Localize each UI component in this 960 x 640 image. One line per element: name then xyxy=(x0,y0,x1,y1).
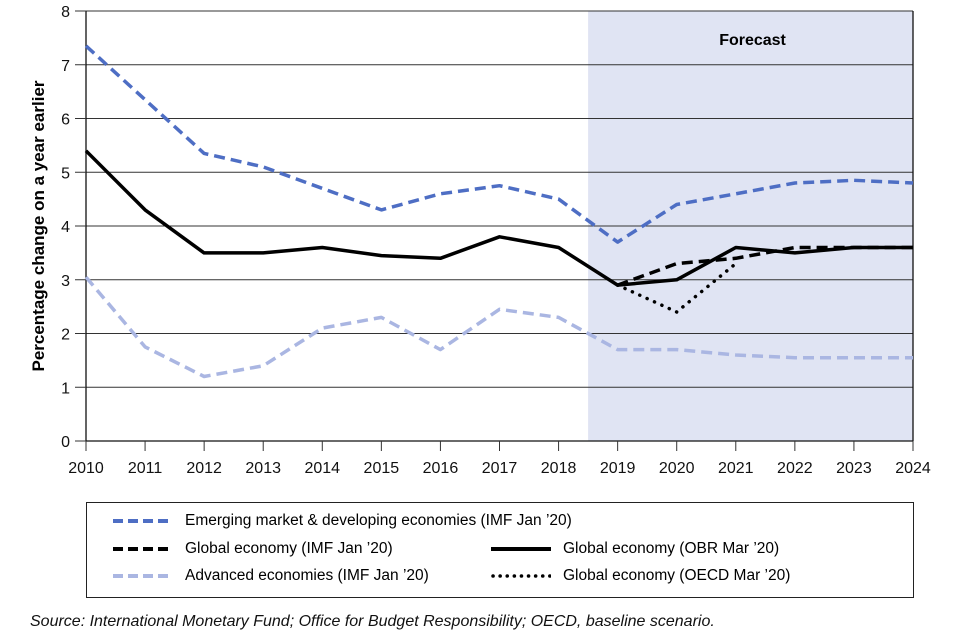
legend-swatch-advanced xyxy=(113,574,173,578)
legend-item-emerging: Emerging market & developing economies (… xyxy=(113,511,572,531)
x-tick-label: 2024 xyxy=(895,460,931,477)
x-tick-label: 2020 xyxy=(659,460,695,477)
x-tick-label: 2014 xyxy=(304,460,340,477)
y-tick-label: 6 xyxy=(61,112,70,129)
series-line-0 xyxy=(84,44,914,244)
x-tick-label: 2018 xyxy=(541,460,577,477)
legend-swatch-global-obr xyxy=(491,547,551,551)
legend-swatch-global-imf xyxy=(113,547,173,551)
legend-item-global-imf: Global economy (IMF Jan ’20) xyxy=(113,539,393,559)
x-axis-ticks: 2010 2011 2012 2013 2014 2015 2016 2017 2018 2019… xyxy=(68,441,931,477)
x-tick-label: 2012 xyxy=(186,460,222,477)
x-tick-label: 2022 xyxy=(777,460,813,477)
y-tick-label: 0 xyxy=(61,434,70,451)
gridlines xyxy=(86,10,913,388)
legend-item-advanced: Advanced economies (IMF Jan ’20) xyxy=(113,566,429,586)
series-line-1 xyxy=(617,245,913,287)
x-tick-label: 2013 xyxy=(245,460,281,477)
y-tick-label: 2 xyxy=(61,327,70,344)
legend-swatch-emerging xyxy=(113,519,173,523)
y-tick-label: 7 xyxy=(61,58,70,75)
legend: Emerging market & developing economies (… xyxy=(86,502,914,598)
x-tick-label: 2023 xyxy=(836,460,872,477)
legend-label: Emerging market & developing economies (… xyxy=(185,512,572,529)
x-tick-label: 2011 xyxy=(128,460,163,477)
y-tick-label: 4 xyxy=(61,219,70,236)
series-line-4 xyxy=(615,261,738,314)
series-line-2 xyxy=(84,275,913,379)
x-tick-label: 2019 xyxy=(600,460,636,477)
y-tick-label: 8 xyxy=(61,4,70,21)
series-lines xyxy=(84,44,914,379)
y-tick-label: 1 xyxy=(61,380,70,397)
legend-label: Global economy (OECD Mar ’20) xyxy=(563,567,791,584)
legend-item-global-oecd: Global economy (OECD Mar ’20) xyxy=(491,566,790,586)
y-axis-title: Percentage change on a year earlier xyxy=(29,80,48,371)
legend-label: Global economy (IMF Jan ’20) xyxy=(185,540,393,557)
forecast-label: Forecast xyxy=(719,32,786,49)
source-note: Source: International Monetary Fund; Off… xyxy=(30,613,715,630)
y-axis-ticks: 0 1 2 3 4 5 6 7 8 xyxy=(61,4,86,451)
x-tick-label: 2015 xyxy=(364,460,400,477)
legend-item-global-obr: Global economy (OBR Mar ’20) xyxy=(491,539,779,559)
x-tick-label: 2021 xyxy=(718,460,754,477)
x-tick-label: 2010 xyxy=(68,460,104,477)
legend-label: Global economy (OBR Mar ’20) xyxy=(563,540,780,557)
y-tick-label: 5 xyxy=(61,165,70,182)
x-tick-label: 2017 xyxy=(482,460,518,477)
y-tick-label: 3 xyxy=(61,273,70,290)
legend-label: Advanced economies (IMF Jan ’20) xyxy=(185,567,429,584)
legend-swatch-global-oecd xyxy=(491,574,551,578)
x-tick-label: 2016 xyxy=(423,460,459,477)
